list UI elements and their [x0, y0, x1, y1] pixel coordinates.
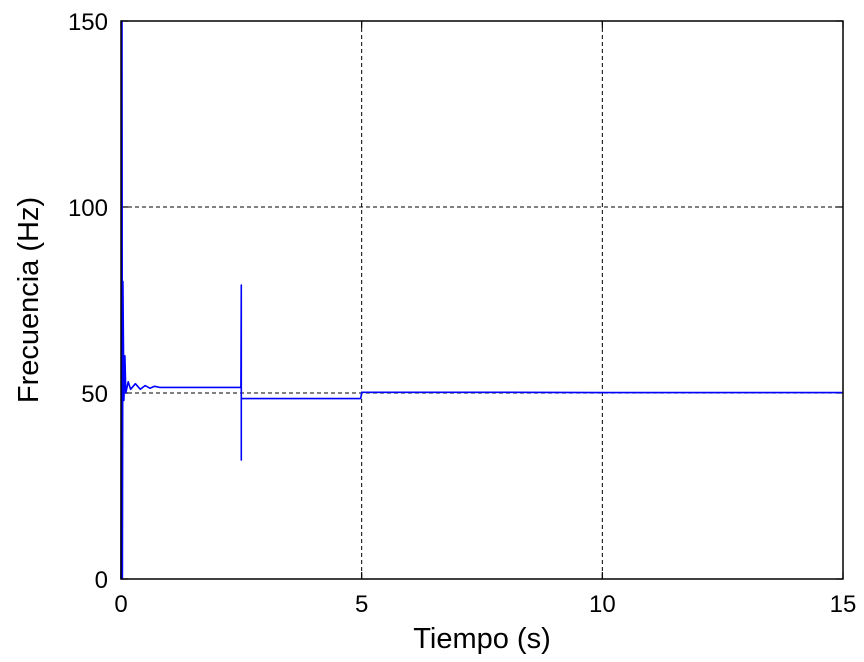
x-tick-label: 0 [114, 591, 127, 618]
ticks [120, 20, 844, 580]
x-axis-label: Tiempo (s) [413, 623, 551, 655]
y-axis-label: Frecuencia (Hz) [13, 197, 45, 403]
y-tick-label: 100 [68, 195, 108, 222]
x-tick-label: 15 [830, 591, 857, 618]
series [120, 20, 843, 580]
y-tick-label: 50 [81, 381, 108, 408]
x-tick-label: 10 [589, 591, 616, 618]
x-tick-label: 5 [355, 591, 368, 618]
y-tick-label: 150 [68, 9, 108, 36]
y-tick-label: 0 [95, 567, 108, 594]
plot-frame [120, 20, 844, 580]
grid [121, 21, 843, 579]
series-line [120, 20, 843, 580]
